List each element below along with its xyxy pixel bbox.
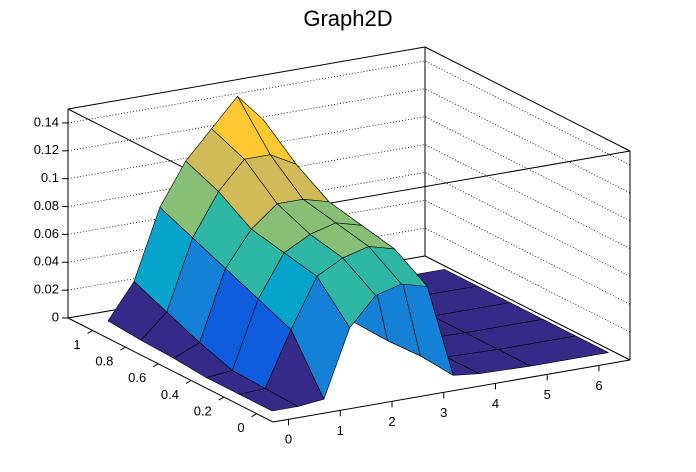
y-tick-label: 0.2 [194,403,212,418]
x-tick-label: 2 [388,414,395,429]
x-tick-label: 5 [544,387,551,402]
box-edge [272,150,631,214]
x-tick-label: 4 [492,396,499,411]
y-tick [251,413,257,418]
y-axis [67,317,274,423]
y-tick-label: 0 [237,420,244,435]
grid-line [67,116,631,222]
x-tick-label: 3 [440,405,447,420]
z-tick-label: 0.14 [34,114,59,129]
chart-title: Graph2D [303,6,392,31]
x-tick-label: 6 [595,378,602,393]
z-tick-label: 0.02 [34,282,59,297]
z-tick-label: 0 [52,309,59,324]
grid-line [67,60,631,166]
z-tick-label: 0.08 [34,198,59,213]
z-tick-label: 0.06 [34,226,59,241]
z-tick-label: 0.1 [41,170,59,185]
y-tick [87,330,93,334]
z-tick-label: 0.04 [34,254,59,269]
x-axis [272,359,631,423]
box-edge [424,46,631,152]
x-tick-label: 0 [285,432,292,447]
surface-cell [239,388,299,412]
y-tick [185,379,192,384]
y-tick-label: 1 [73,337,80,352]
y-tick [152,363,159,368]
z-tick-label: 0.12 [34,142,59,157]
grid-line [67,88,631,194]
y-tick-label: 0.4 [161,387,179,402]
y-tick-label: 0.8 [95,354,113,369]
y-tick-label: 0.6 [128,370,146,385]
y-tick [218,396,225,401]
x-tick-label: 1 [337,423,344,438]
y-tick [120,346,126,351]
box-edge [67,46,426,110]
